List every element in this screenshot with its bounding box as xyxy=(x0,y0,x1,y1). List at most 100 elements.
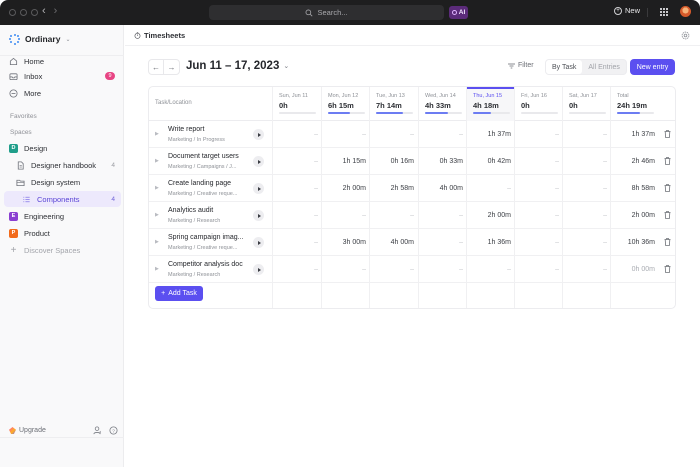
expand-chevron-icon[interactable]: ▶ xyxy=(155,239,159,245)
time-cell[interactable]: – xyxy=(459,266,463,273)
new-button[interactable]: + New xyxy=(614,6,640,15)
task-name[interactable]: Write report xyxy=(168,126,205,133)
new-entry-button[interactable]: New entry xyxy=(630,59,675,75)
time-cell[interactable]: – xyxy=(555,239,559,246)
table-row[interactable]: ▶ Document target users Marketing / Camp… xyxy=(149,148,675,175)
time-cell[interactable]: – xyxy=(603,239,607,246)
trash-icon[interactable] xyxy=(664,184,671,192)
table-row[interactable]: ▶ Competitor analysis doc Marketing / Re… xyxy=(149,256,675,283)
time-cell[interactable]: – xyxy=(362,266,366,273)
task-name[interactable]: Create landing page xyxy=(168,180,232,187)
time-cell[interactable]: – xyxy=(314,158,318,165)
sidebar-space-engineering[interactable]: E Engineering xyxy=(4,208,121,224)
forward-arrow-icon[interactable]: › xyxy=(53,5,58,17)
start-timer-button[interactable] xyxy=(253,183,264,194)
upgrade-button[interactable]: Upgrade xyxy=(9,427,46,434)
view-all-entries-tab[interactable]: All Entries xyxy=(588,63,620,71)
expand-chevron-icon[interactable]: ▶ xyxy=(155,131,159,137)
time-cell[interactable]: 4h 00m xyxy=(439,185,463,192)
time-cell[interactable]: 2h 58m xyxy=(390,185,414,192)
view-by-task-tab[interactable]: By Task xyxy=(546,60,583,74)
expand-chevron-icon[interactable]: ▶ xyxy=(155,158,159,164)
time-cell[interactable]: 4h 00m xyxy=(390,239,414,246)
next-week-arrow-icon[interactable]: → xyxy=(167,62,176,72)
table-row[interactable]: ▶ Analytics audit Marketing / Research –… xyxy=(149,202,675,229)
time-cell[interactable]: – xyxy=(507,185,511,192)
add-task-button[interactable]: + Add Task xyxy=(155,286,203,301)
time-cell[interactable]: – xyxy=(603,131,607,138)
time-cell[interactable]: – xyxy=(555,158,559,165)
time-cell[interactable]: 1h 36m xyxy=(487,239,511,246)
time-cell[interactable]: – xyxy=(314,239,318,246)
time-cell[interactable]: – xyxy=(459,131,463,138)
time-cell[interactable]: 1h 15m xyxy=(342,158,366,165)
time-cell[interactable]: – xyxy=(410,212,414,219)
time-cell[interactable]: – xyxy=(314,266,318,273)
trash-icon[interactable] xyxy=(664,238,671,246)
time-cell[interactable]: – xyxy=(410,131,414,138)
time-cell[interactable]: – xyxy=(603,185,607,192)
user-avatar[interactable] xyxy=(680,6,691,17)
time-cell[interactable]: – xyxy=(459,212,463,219)
time-cell[interactable]: 2h 00m xyxy=(487,212,511,219)
back-arrow-icon[interactable]: ‹ xyxy=(42,5,46,17)
expand-chevron-icon[interactable]: ▶ xyxy=(155,266,159,272)
time-cell[interactable]: 3h 00m xyxy=(342,239,366,246)
start-timer-button[interactable] xyxy=(253,264,264,275)
sidebar-item-home[interactable]: Home xyxy=(4,53,121,69)
time-cell[interactable]: – xyxy=(362,212,366,219)
start-timer-button[interactable] xyxy=(253,237,264,248)
search-bar[interactable]: Search... xyxy=(209,5,444,20)
start-timer-button[interactable] xyxy=(253,210,264,221)
ai-button[interactable]: AI xyxy=(449,6,468,19)
date-range-picker[interactable]: Jun 11 – 17, 2023 ⌄ xyxy=(186,60,289,72)
time-cell[interactable]: – xyxy=(507,266,511,273)
time-cell[interactable]: – xyxy=(314,185,318,192)
time-cell[interactable]: – xyxy=(555,185,559,192)
discover-spaces-button[interactable]: + Discover Spaces xyxy=(4,242,121,258)
table-row[interactable]: ▶ Create landing page Marketing / Creati… xyxy=(149,175,675,202)
close-window-button[interactable] xyxy=(9,9,16,16)
time-cell[interactable]: – xyxy=(555,131,559,138)
sidebar-item-inbox[interactable]: Inbox 9 xyxy=(4,68,121,84)
minimize-window-button[interactable] xyxy=(20,9,27,16)
time-cell[interactable]: – xyxy=(555,212,559,219)
time-cell[interactable]: – xyxy=(603,212,607,219)
task-name[interactable]: Spring campaign imag... xyxy=(168,234,244,241)
table-row[interactable]: ▶ Write report Marketing / In Progress –… xyxy=(149,121,675,148)
time-cell[interactable]: – xyxy=(362,131,366,138)
time-cell[interactable]: 2h 00m xyxy=(342,185,366,192)
time-cell[interactable]: – xyxy=(410,266,414,273)
sidebar-space-product[interactable]: P Product xyxy=(4,225,121,241)
time-cell[interactable]: – xyxy=(555,266,559,273)
trash-icon[interactable] xyxy=(664,157,671,165)
time-cell[interactable]: – xyxy=(603,158,607,165)
workspace-switcher[interactable]: Ordinary ⌄ xyxy=(9,31,70,47)
invite-user-icon[interactable] xyxy=(93,426,102,435)
task-name[interactable]: Analytics audit xyxy=(168,207,214,214)
sidebar-item-components[interactable]: Components 4 xyxy=(4,191,121,207)
time-cell[interactable]: 0h 33m xyxy=(439,158,463,165)
gear-icon[interactable] xyxy=(681,31,690,40)
expand-chevron-icon[interactable]: ▶ xyxy=(155,212,159,218)
time-cell[interactable]: 1h 37m xyxy=(487,131,511,138)
time-cell[interactable]: 0h 16m xyxy=(390,158,414,165)
expand-chevron-icon[interactable]: ▶ xyxy=(155,185,159,191)
favorites-heading[interactable]: Favorites xyxy=(10,113,37,120)
trash-icon[interactable] xyxy=(664,211,671,219)
previous-week-arrow-icon[interactable]: ← xyxy=(149,60,164,74)
time-cell[interactable]: – xyxy=(314,131,318,138)
maximize-window-button[interactable] xyxy=(31,9,38,16)
table-row[interactable]: ▶ Spring campaign imag... Marketing / Cr… xyxy=(149,229,675,256)
sidebar-item-design-system[interactable]: Design system xyxy=(4,174,121,190)
time-cell[interactable]: 0h 42m xyxy=(487,158,511,165)
sidebar-space-design[interactable]: D Design xyxy=(4,140,121,156)
start-timer-button[interactable] xyxy=(253,156,264,167)
trash-icon[interactable] xyxy=(664,130,671,138)
task-name[interactable]: Document target users xyxy=(168,153,239,160)
start-timer-button[interactable] xyxy=(253,129,264,140)
time-cell[interactable]: – xyxy=(314,212,318,219)
sidebar-item-more[interactable]: More xyxy=(4,85,121,101)
apps-grid-icon[interactable] xyxy=(660,8,668,16)
filter-button[interactable]: Filter xyxy=(508,62,534,69)
